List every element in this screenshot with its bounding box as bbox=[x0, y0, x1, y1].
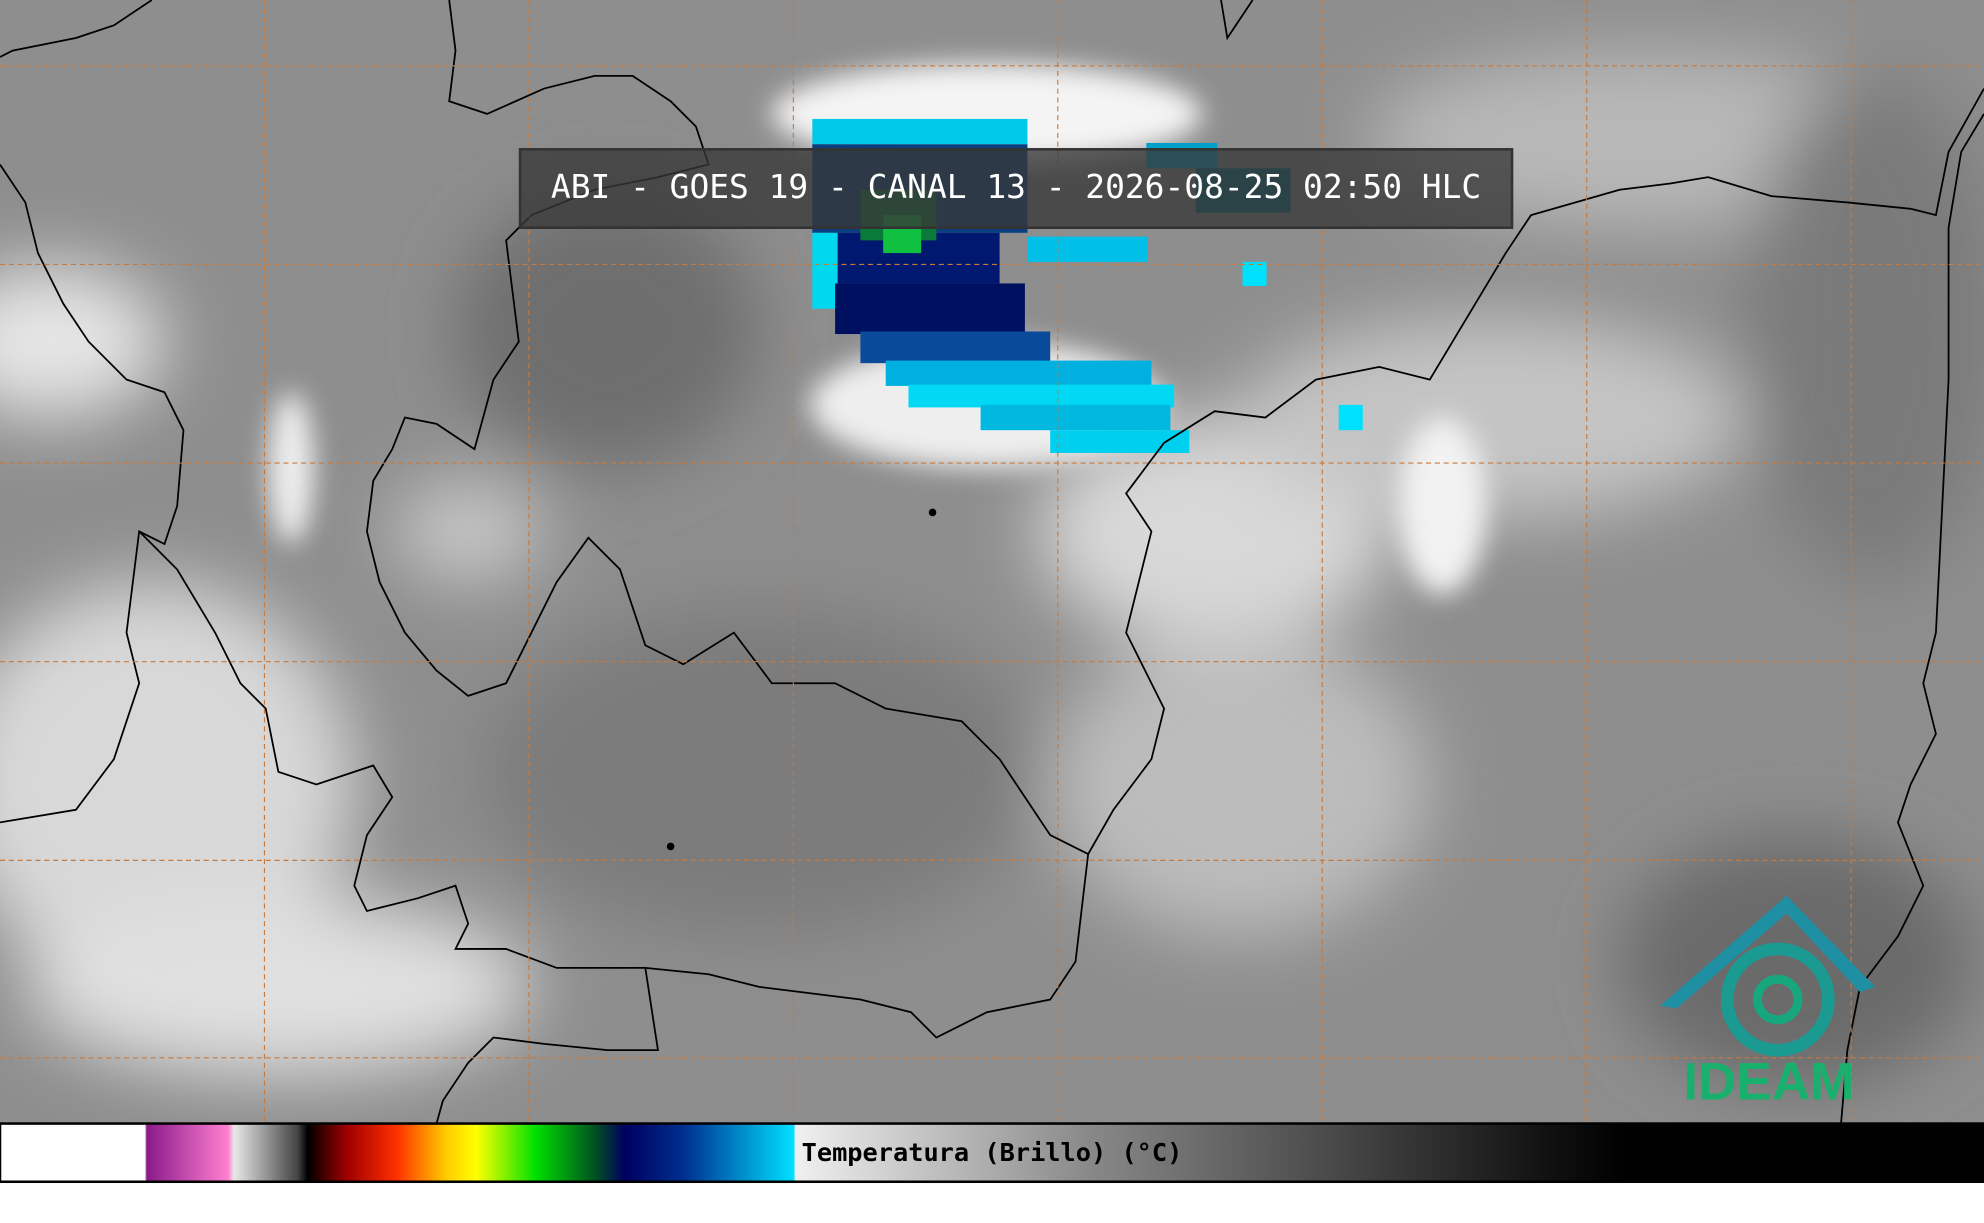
title: ABI - GOES 19 - CANAL 13 - 2026-08-25 02… bbox=[551, 167, 1481, 206]
colorbar-label: Temperatura (Brillo) (°C) bbox=[802, 1138, 1183, 1167]
title-box: ABI - GOES 19 - CANAL 13 - 2026-08-25 02… bbox=[518, 148, 1514, 230]
graticule bbox=[0, 0, 1984, 1124]
city-marker bbox=[928, 508, 937, 517]
city-marker bbox=[666, 842, 675, 851]
colorbar: Temperatura (Brillo) (°C) bbox=[0, 1122, 1984, 1184]
logo: IDEAM bbox=[1660, 895, 1876, 1112]
logo-text: IDEAM bbox=[1683, 1053, 1854, 1112]
